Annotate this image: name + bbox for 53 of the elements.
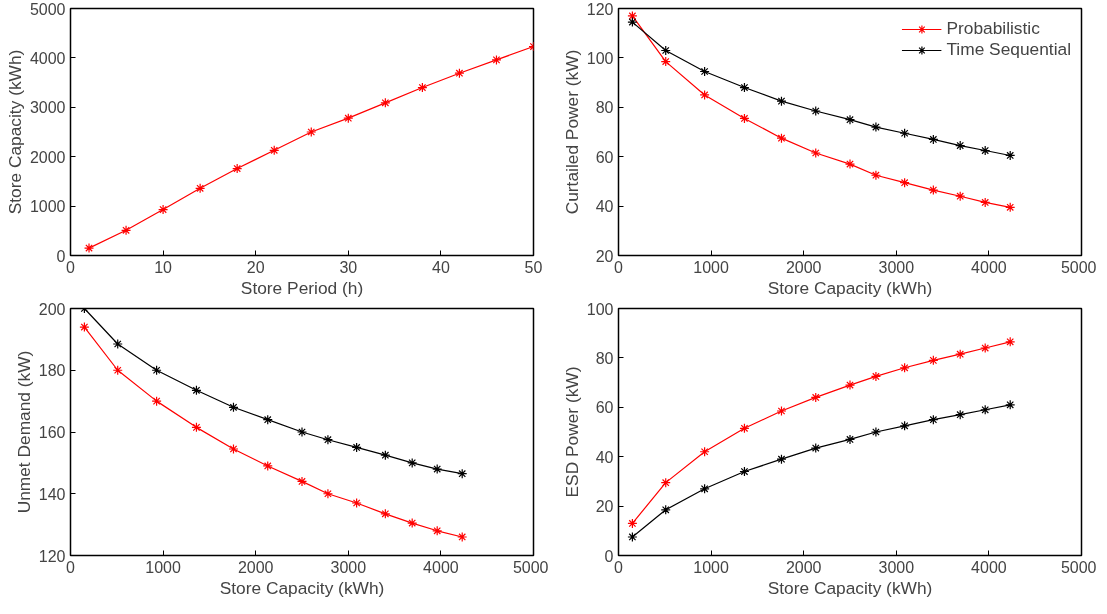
y-axis-title: Unmet Demand (kW) (13, 350, 34, 514)
x-tick-label: 1000 (693, 258, 729, 276)
y-tick-label: 2000 (29, 148, 66, 166)
y-tick-label: 80 (595, 99, 614, 117)
x-tick-label: 20 (246, 258, 265, 276)
y-tick-label: 100 (586, 300, 614, 318)
y-axis-title: Store Capacity (kWh) (4, 49, 25, 215)
x-axis-title: Store Period (h) (240, 277, 364, 298)
x-tick-label: 2000 (237, 558, 274, 576)
x-tick-label: 3000 (878, 558, 915, 576)
x-tick-label: 30 (339, 258, 358, 276)
x-tick-label: 10 (154, 258, 173, 276)
y-tick-label: 60 (595, 148, 614, 166)
y-tick-label: 120 (586, 0, 614, 18)
x-tick-label: 5000 (1060, 558, 1097, 576)
x-tick-label: 3000 (330, 558, 367, 576)
y-tick-label: 5000 (29, 0, 66, 18)
y-axis-title: Curtailed Power (kW) (561, 49, 582, 215)
x-tick-label: 1000 (145, 558, 181, 576)
x-tick-label: 1000 (693, 558, 729, 576)
y-tick-label: 60 (595, 399, 614, 417)
y-tick-label: 120 (38, 547, 66, 565)
y-tick-label: 20 (595, 247, 614, 265)
y-tick-label: 100 (586, 49, 614, 67)
x-axis-title: Store Capacity (kWh) (219, 577, 385, 598)
x-tick-label: 4000 (423, 558, 459, 576)
y-tick-label: 4000 (29, 49, 66, 67)
y-tick-label: 80 (595, 349, 614, 367)
x-tick-label: 4000 (971, 258, 1007, 276)
x-tick-label: 40 (432, 258, 450, 276)
y-tick-label: 0 (56, 247, 66, 265)
x-tick-label: 2000 (785, 558, 822, 576)
y-tick-label: 40 (595, 448, 614, 466)
y-tick-label: 40 (595, 198, 614, 216)
x-tick-label: 50 (524, 258, 543, 276)
legend-label: Probabilistic (946, 18, 1040, 39)
x-tick-label: 5000 (512, 558, 549, 576)
y-tick-label: 1000 (29, 198, 66, 216)
y-tick-label: 3000 (29, 99, 66, 117)
x-tick-label: 2000 (785, 258, 822, 276)
y-tick-label: 0 (604, 547, 614, 565)
y-tick-label: 20 (595, 498, 614, 516)
y-tick-label: 180 (38, 362, 66, 380)
y-tick-label: 200 (38, 300, 66, 318)
y-tick-label: 140 (38, 485, 66, 503)
x-tick-label: 4000 (971, 558, 1007, 576)
y-tick-label: 160 (38, 424, 66, 441)
x-tick-label: 3000 (878, 258, 915, 276)
x-tick-label: 5000 (1060, 258, 1097, 276)
y-axis-title: ESD Power (kW) (561, 366, 582, 498)
x-axis-title: Store Capacity (kWh) (767, 577, 933, 598)
legend-label: Time Sequential (946, 39, 1071, 60)
x-axis-title: Store Capacity (kWh) (767, 277, 933, 298)
